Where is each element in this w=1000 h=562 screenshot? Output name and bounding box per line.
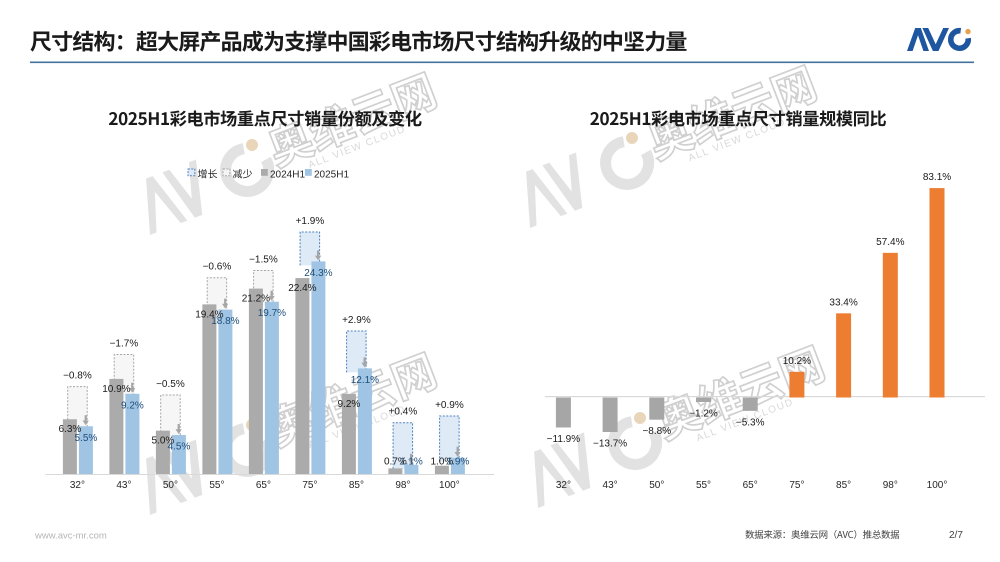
svg-text:12.1%: 12.1% xyxy=(351,375,379,386)
svg-text:−1.5%: −1.5% xyxy=(249,255,278,266)
svg-text:9.2%: 9.2% xyxy=(338,399,361,410)
svg-text:85°: 85° xyxy=(836,480,851,491)
svg-text:2024H1: 2024H1 xyxy=(270,170,305,181)
svg-text:1.0%: 1.0% xyxy=(431,457,454,468)
svg-text:1.9%: 1.9% xyxy=(447,457,470,468)
svg-text:98°: 98° xyxy=(883,480,898,491)
svg-text:10.9%: 10.9% xyxy=(102,384,130,395)
svg-text:22.4%: 22.4% xyxy=(288,283,316,294)
svg-text:www.avc-mr.com: www.avc-mr.com xyxy=(34,531,107,542)
svg-text:57.4%: 57.4% xyxy=(876,237,904,248)
svg-text:32°: 32° xyxy=(70,480,85,491)
svg-text:+2.9%: +2.9% xyxy=(342,315,371,326)
svg-text:2025H1: 2025H1 xyxy=(314,170,349,181)
svg-text:−13.7%: −13.7% xyxy=(593,439,627,450)
svg-text:0.7%: 0.7% xyxy=(384,457,407,468)
svg-text:50°: 50° xyxy=(649,480,664,491)
svg-text:32°: 32° xyxy=(556,480,571,491)
svg-text:+0.4%: +0.4% xyxy=(389,407,418,418)
svg-text:19.4%: 19.4% xyxy=(195,309,223,320)
svg-text:10.2%: 10.2% xyxy=(783,356,811,367)
svg-text:−1.7%: −1.7% xyxy=(110,339,139,350)
svg-text:33.4%: 33.4% xyxy=(829,297,857,308)
svg-text:1.1%: 1.1% xyxy=(400,457,423,468)
svg-text:85°: 85° xyxy=(349,480,364,491)
svg-text:43°: 43° xyxy=(603,480,618,491)
svg-text:50°: 50° xyxy=(163,480,178,491)
svg-text:+0.9%: +0.9% xyxy=(435,400,464,411)
svg-text:−5.3%: −5.3% xyxy=(736,417,765,428)
svg-text:75°: 75° xyxy=(789,480,804,491)
svg-text:100°: 100° xyxy=(927,480,948,491)
svg-text:100°: 100° xyxy=(439,480,460,491)
svg-text:2/7: 2/7 xyxy=(949,530,963,541)
svg-text:9.2%: 9.2% xyxy=(121,400,144,411)
svg-text:98°: 98° xyxy=(395,480,410,491)
svg-text:−1.2%: −1.2% xyxy=(689,409,718,420)
svg-text:55°: 55° xyxy=(209,480,224,491)
svg-text:24.3%: 24.3% xyxy=(304,268,332,279)
svg-text:65°: 65° xyxy=(256,480,271,491)
svg-text:−11.9%: −11.9% xyxy=(547,434,581,445)
svg-text:18.8%: 18.8% xyxy=(211,316,239,327)
svg-text:43°: 43° xyxy=(116,480,131,491)
svg-text:21.2%: 21.2% xyxy=(242,294,270,305)
svg-text:55°: 55° xyxy=(696,480,711,491)
svg-text:−8.8%: −8.8% xyxy=(642,426,671,437)
svg-text:4.5%: 4.5% xyxy=(168,442,191,453)
svg-text:−0.6%: −0.6% xyxy=(203,262,232,273)
svg-text:83.1%: 83.1% xyxy=(923,172,951,183)
svg-text:+1.9%: +1.9% xyxy=(296,216,325,227)
svg-text:−0.5%: −0.5% xyxy=(156,379,185,390)
svg-text:75°: 75° xyxy=(302,480,317,491)
svg-text:19.7%: 19.7% xyxy=(258,308,286,319)
svg-text:6.3%: 6.3% xyxy=(59,424,82,435)
svg-text:−0.8%: −0.8% xyxy=(63,371,92,382)
svg-text:5.5%: 5.5% xyxy=(75,433,98,444)
svg-text:65°: 65° xyxy=(743,480,758,491)
svg-text:5.0%: 5.0% xyxy=(152,436,175,447)
